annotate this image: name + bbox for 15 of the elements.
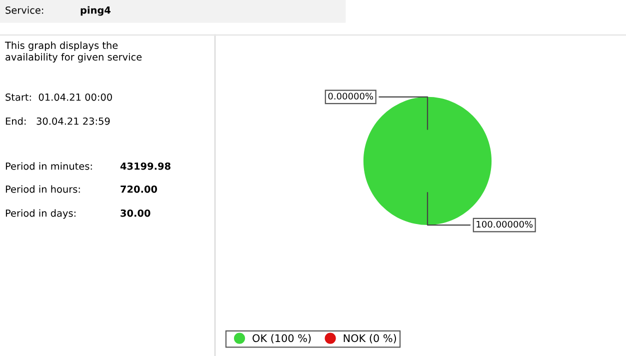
text: 0.00000% xyxy=(328,92,374,100)
text: 30.00 xyxy=(120,209,150,217)
text: End: 30.04.21 23:59 xyxy=(6,117,110,125)
text: Start: 01.04.21 00:00 xyxy=(6,93,112,101)
legend-label: OK (100 %) xyxy=(252,334,311,344)
data-label: 100.00000% xyxy=(476,220,533,228)
text: 43199.98 xyxy=(120,162,170,170)
text: 720.00 xyxy=(120,185,158,193)
text: Period in minutes: xyxy=(6,162,92,170)
text: Period in days: xyxy=(6,209,76,219)
text: Period in hours: xyxy=(6,185,80,193)
legend-label: NOK (0 %) xyxy=(344,334,396,344)
text: ping4 xyxy=(80,6,110,16)
text: This graph displays the availability for given service xyxy=(4,41,142,63)
text: Service: xyxy=(6,6,44,14)
